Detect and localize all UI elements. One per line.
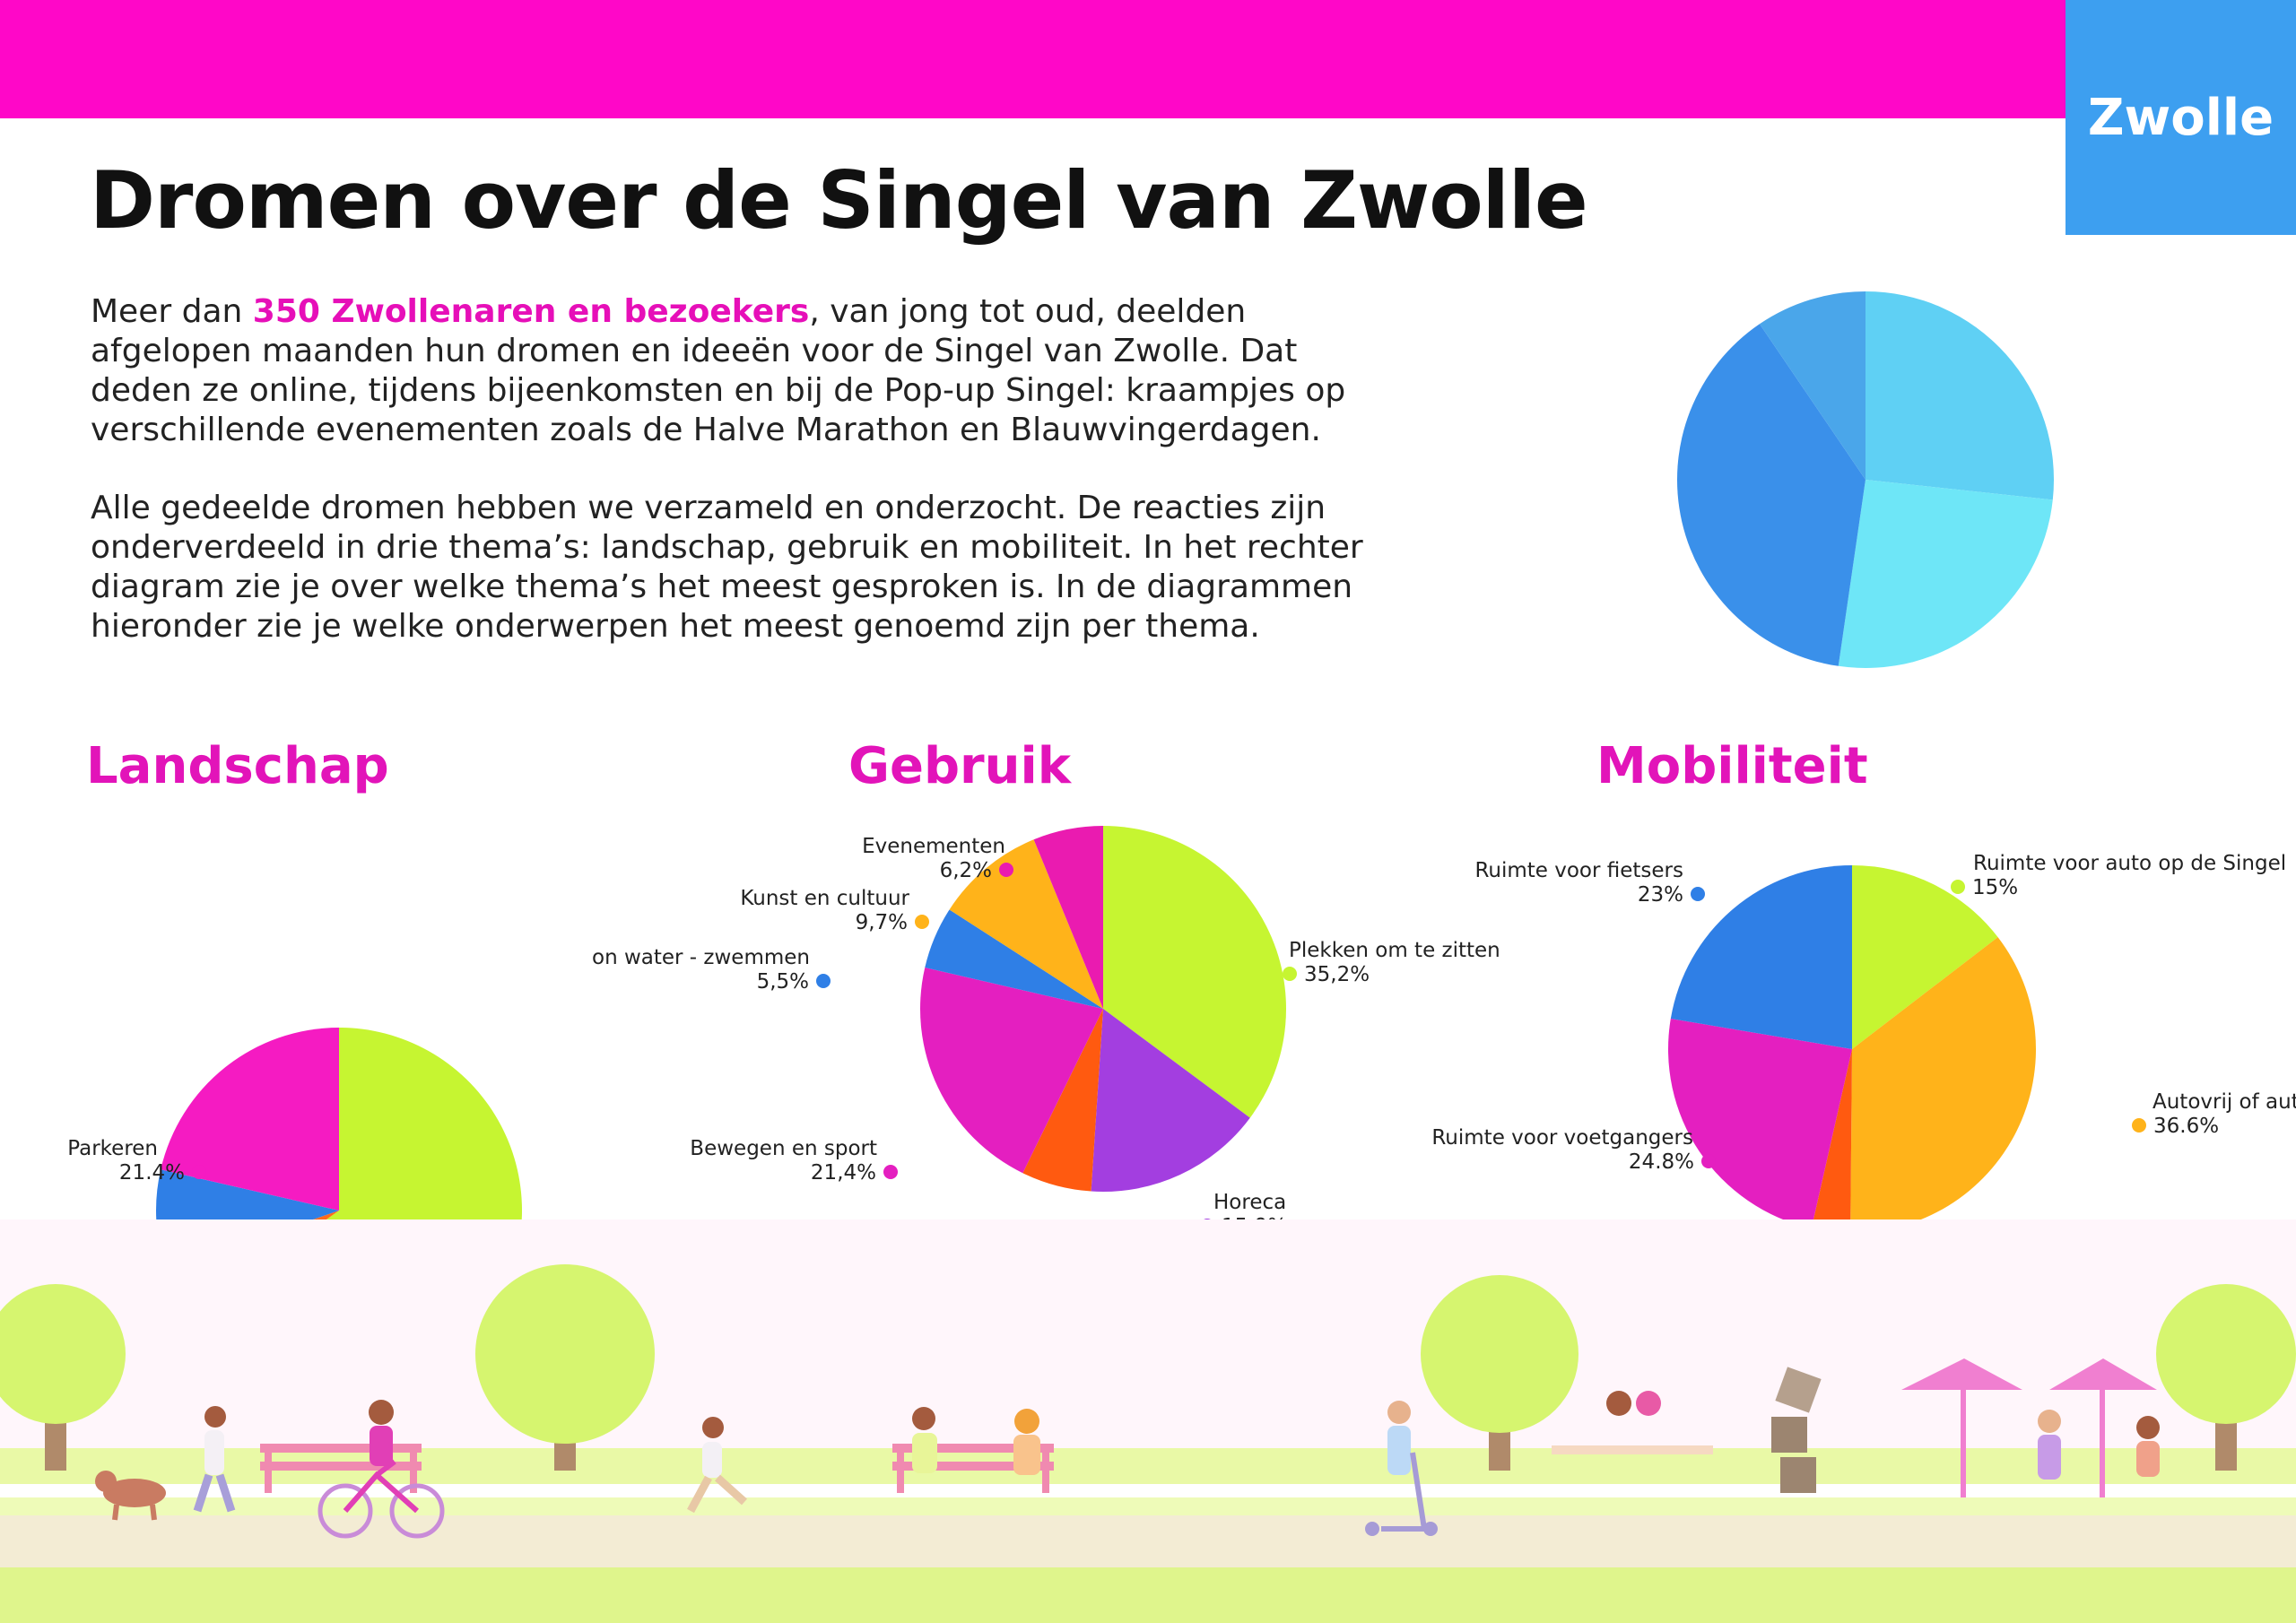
bicycle-icon	[317, 1400, 445, 1539]
legend-dot	[999, 863, 1013, 877]
pie-slice	[920, 967, 1103, 1174]
pie-slice	[1866, 291, 2054, 500]
slice-value-label: 6,2%	[940, 859, 992, 882]
park-illustration	[0, 1219, 2296, 1623]
legend-dot	[1283, 967, 1297, 981]
grass-bottom	[0, 1567, 2296, 1623]
legend-dot	[915, 915, 929, 929]
slice-value-label: 15%	[1972, 876, 2018, 899]
slice-value-label: 36.6%	[2153, 1115, 2219, 1138]
pie-slice	[275, 1028, 522, 1255]
pie-slice	[949, 839, 1103, 1009]
sculpture-icon	[1771, 1367, 1822, 1493]
intro-highlight: 350 Zwollenaren en bezoekers	[252, 293, 810, 330]
path-edge	[0, 1484, 2296, 1497]
legend-dot	[1951, 880, 1965, 894]
slice-value-label: 24.8%	[1629, 1150, 1694, 1174]
slice-category-label: Schoon water - zwemmen	[592, 946, 810, 969]
page-title: Dromen over de Singel van Zwolle	[90, 154, 1588, 247]
slice-category-label: Ruimte voor voetgangers	[1431, 1126, 1693, 1150]
scooter-icon	[1365, 1401, 1438, 1536]
pie-slice	[1759, 291, 1866, 480]
section-title-mobiliteit: Mobiliteit	[1596, 737, 1868, 795]
section-title-landschap: Landschap	[86, 737, 389, 795]
pie-slice	[1852, 865, 1998, 1049]
slice-category-label: Plekken om te zitten	[1289, 939, 1500, 962]
couple-on-boat-icon	[1552, 1391, 1713, 1454]
people-on-bench-icon	[912, 1407, 1040, 1475]
slice-value-label: 9,7%	[856, 911, 908, 934]
zwolle-logo: Zwolle	[2066, 0, 2296, 235]
parasol-icon	[2049, 1358, 2157, 1497]
pie-slice	[1022, 1009, 1103, 1192]
slice-value-label: 5,5%	[757, 970, 809, 994]
pie-slice	[161, 1028, 339, 1211]
pie-chart-landschap: Groen65.2%Bebouwing4.5%Water8.9%Parkeren…	[67, 1028, 522, 1255]
slice-category-label: Autovrij of autoluw	[2152, 1090, 2296, 1114]
slice-category-label: Ruimte voor fietsers	[1474, 859, 1683, 882]
slice-category-label: Parkeren	[67, 1137, 158, 1160]
pie-slice	[1670, 865, 1852, 1049]
slice-value-label: 35,2%	[1304, 963, 1370, 986]
bench	[892, 1444, 1054, 1493]
section-title-gebruik: Gebruik	[848, 737, 1071, 795]
pie-slice	[925, 909, 1103, 1009]
tree	[2156, 1284, 2296, 1471]
pie-slice	[1091, 1009, 1250, 1193]
slice-category-label: Evenementen	[862, 835, 1005, 858]
slice-category-label: Ruimte voor auto op de Singel	[1973, 852, 2286, 875]
legend-dot	[1701, 1154, 1716, 1168]
pie-chart-gebruik: Plekken om te zitten35,2%Horeca15,9%Recr…	[592, 826, 1500, 1268]
slice-value-label: 21,4%	[811, 1161, 876, 1185]
tree	[1421, 1275, 1578, 1471]
slice-category-label: Bewegen en sport	[690, 1137, 877, 1160]
legend-dot	[883, 1165, 898, 1179]
tree	[0, 1284, 126, 1471]
pie-slice	[1033, 826, 1103, 1009]
legend-dot	[816, 974, 831, 988]
top-bar	[0, 0, 2296, 118]
logo-text: Zwolle	[2087, 88, 2274, 147]
grass-strip	[0, 1497, 2296, 1515]
intro-text: , van jong tot oud, deelden afgelopen ma…	[91, 293, 1346, 448]
intro-text: Meer dan	[91, 293, 253, 330]
pie-slice	[1103, 826, 1287, 1118]
slice-category-label: Horeca	[1213, 1191, 1286, 1214]
pie-slice	[1811, 1049, 1852, 1233]
pie-chart-themes: Landschap26.7%Mobiliteit25.6%Gebruik38.2…	[1676, 291, 2054, 668]
legend-dot	[2132, 1118, 2146, 1133]
bench	[260, 1444, 422, 1493]
cafe-guests-icon	[2038, 1410, 2160, 1480]
slice-value-label: 21.4%	[119, 1161, 185, 1185]
tree	[475, 1264, 655, 1471]
pie-slice	[1676, 324, 1866, 666]
pie-slice	[1838, 480, 2053, 668]
person-walking-icon	[193, 1406, 236, 1513]
parasol-icon	[1901, 1358, 2022, 1497]
pie-slice	[1850, 937, 2037, 1233]
intro-paragraph-2: Alle gedeelde dromen hebben we verzameld…	[91, 490, 1363, 645]
walking-path	[0, 1515, 2296, 1567]
slice-value-label: 23%	[1638, 883, 1683, 907]
pie-slice	[1667, 1019, 1852, 1228]
legend-dot	[1691, 887, 1705, 901]
runner-icon	[687, 1417, 748, 1514]
intro-paragraph-1: Meer dan 350 Zwollenaren en bezoekers, v…	[91, 292, 1400, 450]
legend-dot	[192, 1165, 206, 1179]
slice-category-label: Kunst en cultuur	[740, 887, 909, 910]
dog-icon	[95, 1471, 166, 1521]
